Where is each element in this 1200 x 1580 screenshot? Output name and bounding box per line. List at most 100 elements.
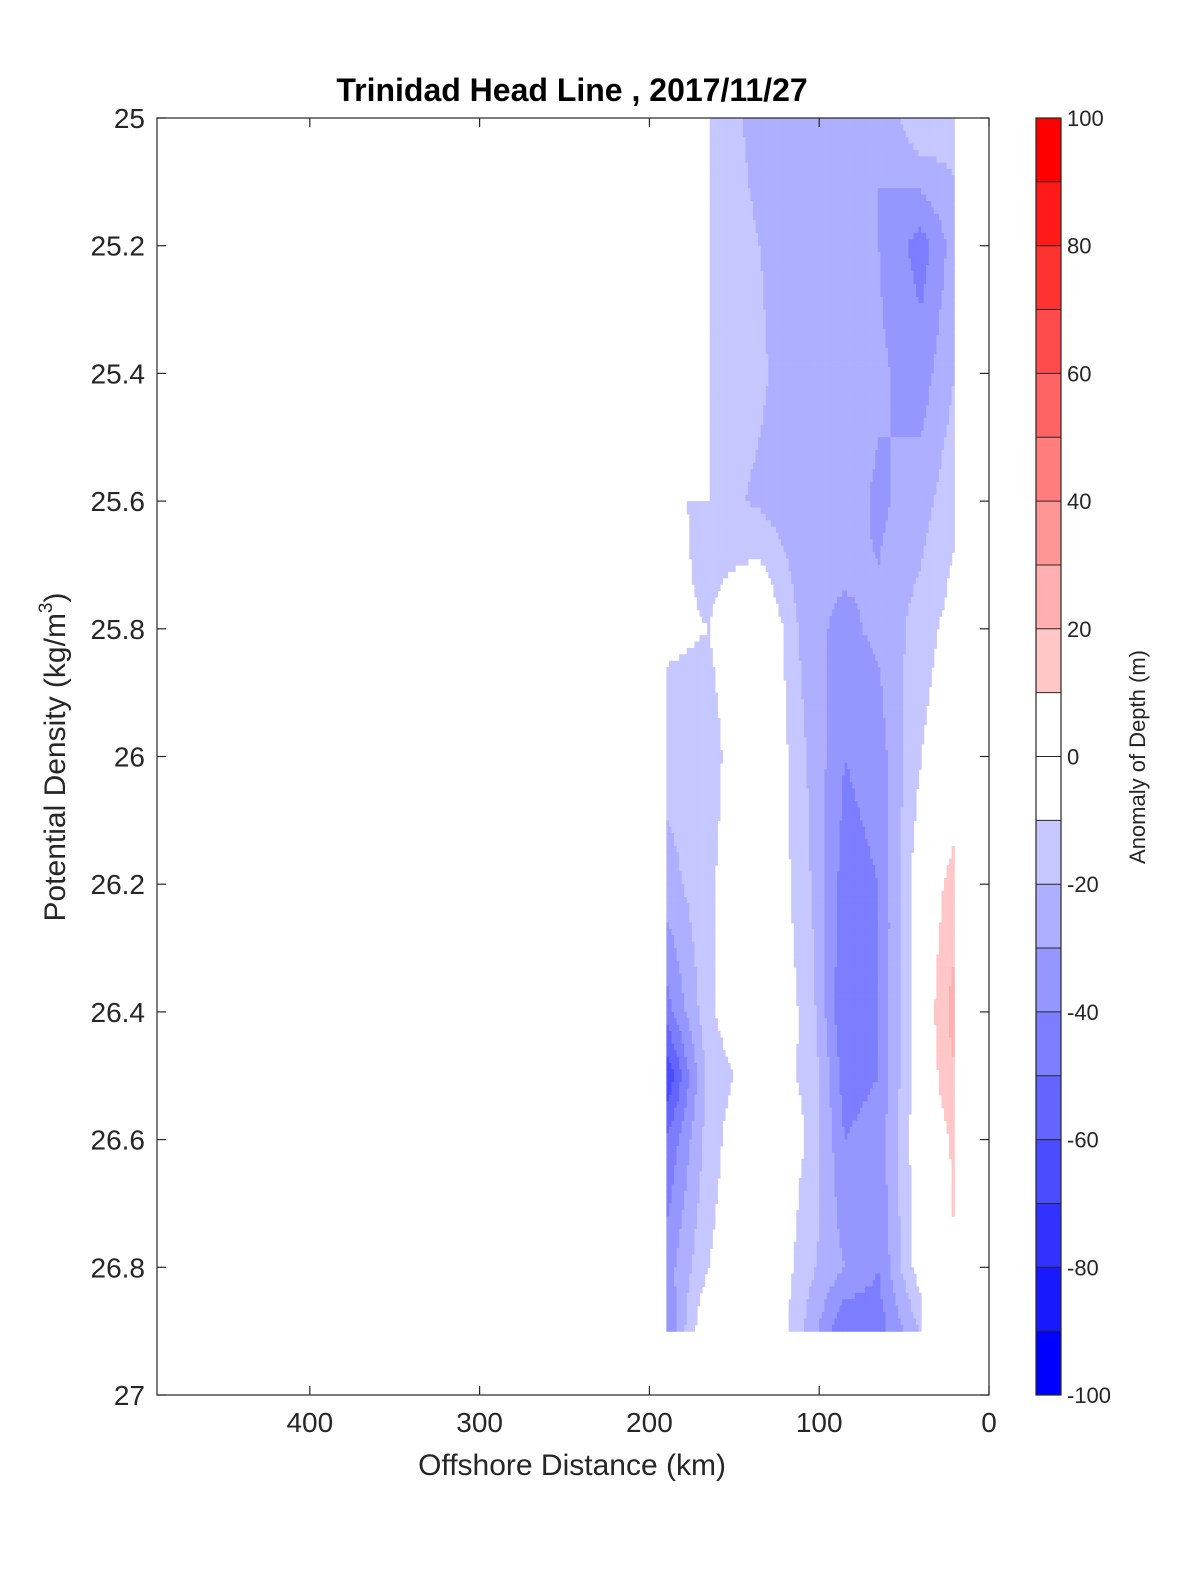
field-cell [745, 137, 749, 145]
field-cell [809, 303, 813, 311]
field-cell [709, 252, 713, 260]
field-cell [717, 143, 721, 151]
field-cell [722, 124, 726, 132]
field-cell [714, 226, 718, 234]
field-cell [867, 284, 871, 291]
field-cell [717, 264, 721, 272]
field-cell [717, 226, 721, 234]
field-cell [908, 232, 912, 240]
field-cell [821, 245, 825, 253]
field-cell [778, 188, 782, 196]
field-cell [758, 232, 762, 240]
field-cell [941, 290, 945, 298]
field-cell [732, 239, 736, 247]
field-cell [773, 226, 777, 234]
field-cell [760, 258, 764, 266]
field-cell [768, 169, 772, 177]
field-cell [724, 303, 729, 311]
field-cell [913, 149, 917, 157]
field-cell [811, 232, 815, 240]
field-cell [951, 124, 955, 132]
field-cell [758, 149, 762, 157]
field-cell [730, 169, 734, 177]
field-cell [775, 309, 780, 317]
field-cell [903, 162, 907, 170]
field-cell [859, 149, 864, 157]
field-cell [946, 277, 950, 285]
field-cell [842, 169, 846, 177]
field-cell [824, 118, 828, 125]
field-cell [842, 220, 846, 228]
field-cell [801, 181, 805, 189]
field-cell [773, 245, 777, 253]
field-cell [768, 232, 772, 240]
field-cell [944, 296, 948, 304]
field-cell [926, 277, 930, 285]
field-cell [760, 130, 764, 138]
field-cell [887, 149, 892, 157]
field-cell [816, 232, 820, 240]
field-cell [887, 220, 892, 228]
field-cell [796, 156, 800, 164]
field-cell [867, 118, 871, 125]
field-cell [824, 226, 828, 234]
field-cell [923, 143, 927, 151]
field-cell [819, 245, 823, 253]
field-cell [793, 245, 797, 253]
field-cell [862, 156, 866, 164]
field-cell [931, 194, 935, 202]
field-cell [941, 252, 945, 260]
field-cell [737, 149, 741, 157]
field-cell [880, 181, 884, 189]
field-cell [727, 162, 731, 170]
field-cell [760, 181, 764, 189]
field-cell [747, 130, 752, 138]
field-cell [778, 130, 782, 138]
field-cell [946, 118, 950, 125]
field-cell [714, 169, 718, 177]
field-cell [921, 149, 925, 157]
field-cell [826, 118, 830, 125]
field-cell [918, 232, 922, 240]
field-cell [740, 169, 744, 177]
field-cell [768, 303, 772, 311]
field-cell [834, 290, 838, 298]
field-cell [814, 277, 818, 285]
field-cell [933, 188, 937, 196]
field-cell [809, 284, 813, 291]
field-cell [885, 143, 889, 151]
field-cell [765, 226, 769, 234]
field-cell [793, 181, 797, 189]
field-cell [750, 284, 754, 291]
field-cell [778, 143, 782, 151]
field-cell [862, 303, 866, 311]
field-cell [786, 296, 790, 304]
field-cell [918, 181, 922, 189]
field-cell [842, 137, 846, 145]
field-cell [872, 162, 876, 170]
field-cell [801, 258, 805, 266]
field-cell [740, 156, 744, 164]
field-cell [903, 149, 907, 157]
field-cell [742, 188, 746, 196]
field-cell [905, 252, 909, 260]
field-cell [913, 213, 917, 221]
field-cell [765, 290, 769, 298]
field-cell [786, 284, 790, 291]
field-cell [719, 124, 724, 132]
field-cell [717, 239, 721, 247]
field-cell [915, 258, 920, 266]
field-cell [885, 156, 889, 164]
field-cell [842, 162, 846, 170]
field-cell [928, 226, 932, 234]
field-cell [814, 258, 818, 266]
field-cell [791, 239, 795, 247]
field-cell [918, 290, 922, 298]
field-cell [852, 296, 856, 304]
field-cell [798, 207, 802, 215]
field-cell [933, 207, 937, 215]
field-cell [747, 118, 752, 125]
field-cell [821, 220, 825, 228]
field-cell [847, 162, 851, 170]
field-cell [933, 258, 937, 266]
